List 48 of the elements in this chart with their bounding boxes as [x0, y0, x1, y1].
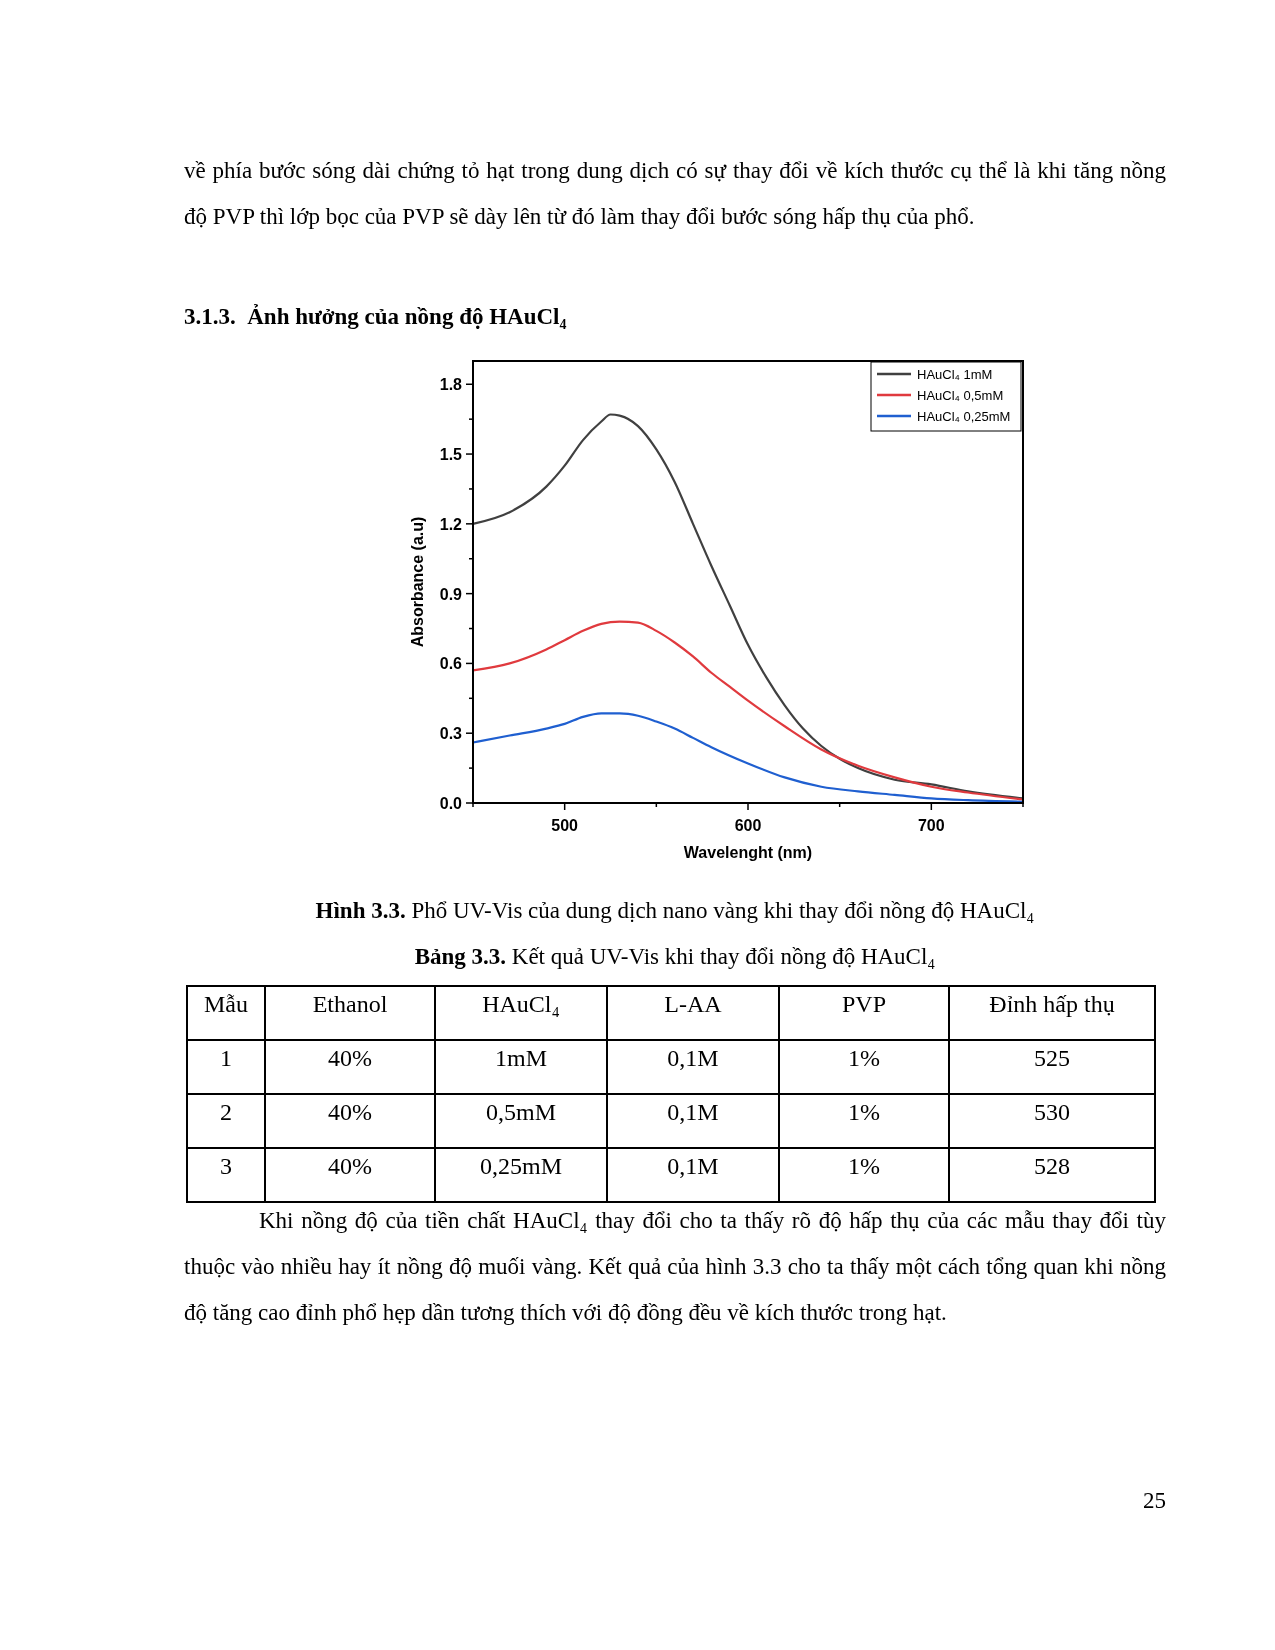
text: 3 [187, 1148, 265, 1202]
text: 0,5mM [435, 1094, 607, 1148]
text: 0,1M [607, 1094, 779, 1148]
text: 3.1.3. Ảnh hưởng của nồng độ HAuCl₄ [184, 303, 568, 331]
text: về phía bước sóng dài chứng tỏ hạt trong dung dịch có sự thay đổi về kích thước cụ thể là khi tăng nồng độ PVP thì lớp bọc của PVP sẽ dày lên từ đó làm thay đổi bước sóng hấp thụ của phổ. [184, 157, 1166, 231]
x-tick-label: 700 [917, 817, 945, 834]
x-axis-title: Wavelenght (nm) [683, 844, 813, 861]
y-tick-label: 1.5 [439, 446, 463, 464]
legend-label: HAuCl₄ 0,5mM [917, 388, 1004, 403]
text: Đỉnh hấp thụ [949, 986, 1155, 1040]
text: 1% [779, 1040, 949, 1094]
text: 40% [265, 1148, 435, 1202]
x-tick-label: 500 [551, 817, 579, 834]
text: 25 [1142, 1487, 1166, 1515]
text: 1 [187, 1040, 265, 1094]
line-series [471, 712, 1025, 803]
text: 530 [949, 1094, 1155, 1148]
y-tick-label: 0.6 [439, 655, 463, 673]
text: 40% [265, 1040, 435, 1094]
line-series [471, 620, 1025, 801]
y-tick-label: 1.2 [439, 515, 463, 533]
text: HAuCl₄ [435, 986, 607, 1040]
text: 0,25mM [435, 1148, 607, 1202]
y-tick-label: 0.3 [439, 725, 463, 743]
text: 525 [949, 1040, 1155, 1094]
legend-label: HAuCl₄ 1mM [917, 367, 993, 382]
text: L-AA [607, 986, 779, 1040]
text: 1mM [435, 1040, 607, 1094]
line-series [471, 413, 1025, 800]
x-tick-label: 600 [734, 817, 762, 834]
y-axis-title: Absorbance (a.u) [409, 516, 426, 648]
legend-label: HAuCl₄ 0,25mM [917, 409, 1011, 424]
text: Khi nồng độ của tiền chất HAuCl₄ thay đổi cho ta thấy rõ độ hấp thụ của các mẫu thay đổi tùy thuộc vào nhiều hay ít nồng độ muối vàng. Kết quả của hình 3.3 cho ta thấy một cách tổng quan khi nồng độ tăng cao đỉnh phổ hẹp dần tương thích với độ đồng đều về kích thước trong hạt. [184, 1207, 1166, 1327]
y-tick-label: 1.8 [439, 376, 463, 394]
text: 1% [779, 1148, 949, 1202]
text: 1% [779, 1094, 949, 1148]
text: Hình 3.3. Phổ UV-Vis của dung dịch nano vàng khi thay đổi nồng độ HAuCl₄ [315, 898, 1035, 923]
text: Ethanol [265, 986, 435, 1040]
text: 0,1M [607, 1148, 779, 1202]
text: 2 [187, 1094, 265, 1148]
text: Mẫu [187, 986, 265, 1040]
y-tick-label: 0.0 [439, 795, 463, 812]
text: PVP [779, 986, 949, 1040]
text: 528 [949, 1148, 1155, 1202]
text: 0,1M [607, 1040, 779, 1094]
y-tick-label: 0.9 [439, 585, 463, 603]
text: 40% [265, 1094, 435, 1148]
text: Bảng 3.3. Kết quả UV-Vis khi thay đổi nồng độ HAuCl₄ [414, 944, 936, 969]
